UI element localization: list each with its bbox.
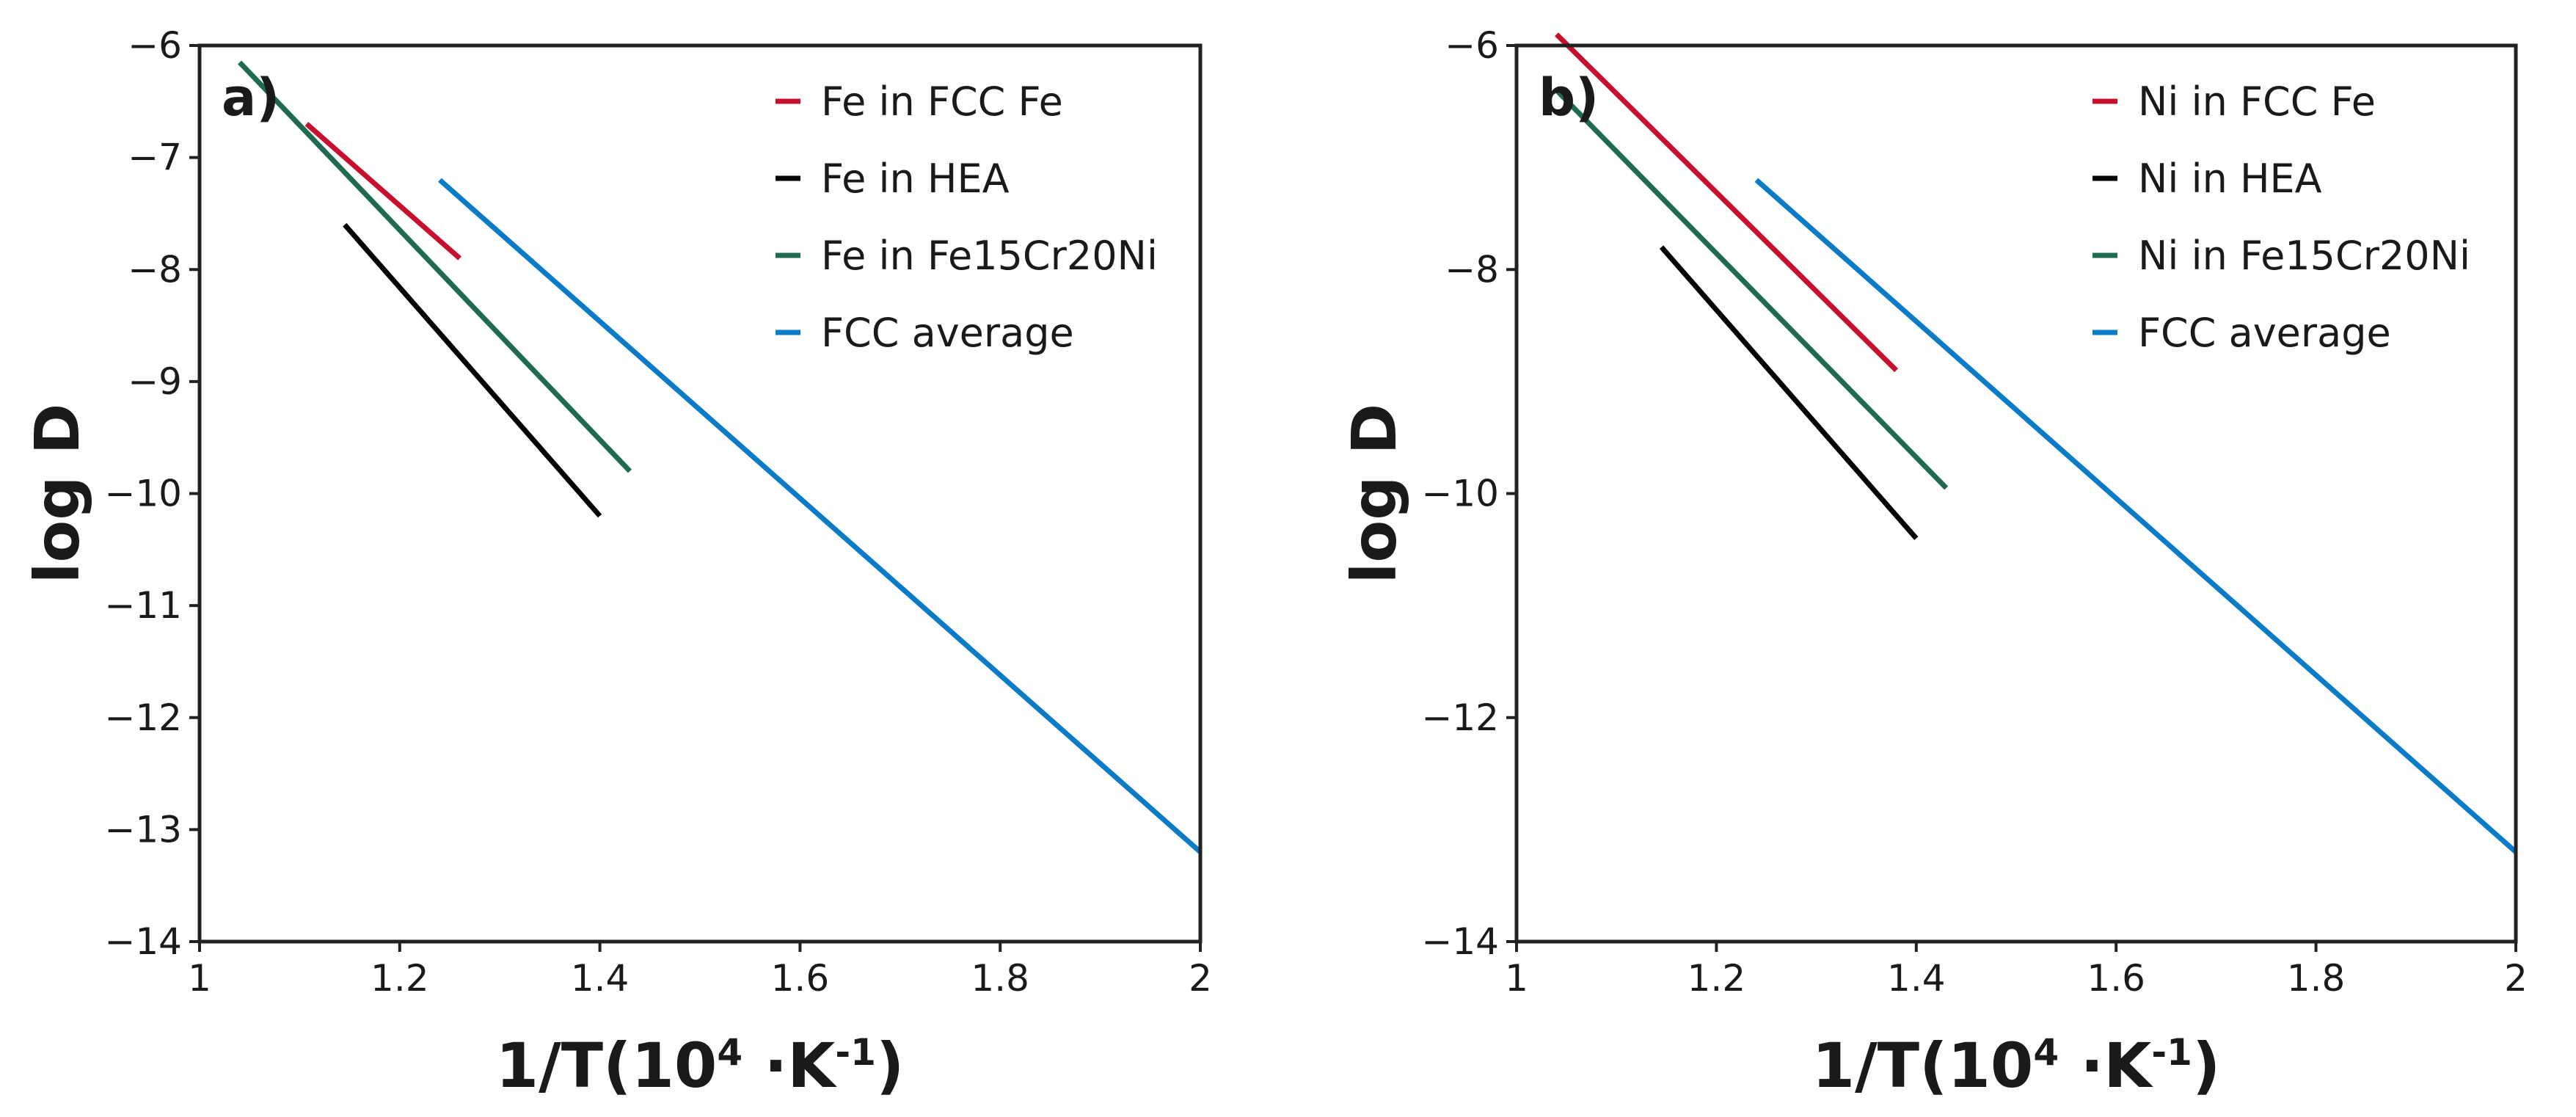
x-tick-label: 1.4: [1887, 957, 1946, 1000]
x-axis-title: 1/T(104 ·K-1): [1812, 1030, 2221, 1102]
y-tick-label: −10: [104, 473, 182, 515]
y-tick-label: −9: [128, 360, 182, 403]
y-axis-title: log D: [21, 404, 93, 584]
series-line: [1555, 32, 1899, 373]
series-line: [304, 122, 461, 261]
x-axis-title: 1/T(104 ·K-1): [496, 1030, 905, 1102]
y-axis-title: log D: [1338, 404, 1410, 584]
legend-label: Ni in FCC Fe: [2138, 79, 2376, 125]
legend-label: Ni in HEA: [2138, 156, 2322, 202]
y-tick-label: −11: [104, 584, 182, 627]
x-tick-label: 1: [188, 957, 211, 1000]
legend-label: Fe in FCC Fe: [821, 79, 1063, 125]
y-tick-label: −10: [1421, 473, 1499, 515]
x-tick-label: 1.8: [2287, 957, 2346, 1000]
x-tick-label: 1.4: [571, 957, 630, 1000]
y-tick-label: −14: [104, 920, 182, 963]
y-tick-label: −6: [1445, 24, 1499, 67]
y-tick-label: −12: [104, 696, 182, 739]
series-line: [1555, 88, 1949, 490]
x-tick-label: 1.6: [771, 957, 830, 1000]
panel-b: 1 1.2 1.4 1.6 1.8 2 −14 −12 −10 −8 −6 b) Ni in FCC…: [1338, 24, 2528, 1102]
y-tick-label: −6: [128, 24, 182, 67]
panel-a: 1 1.2 1.4 1.6 1.8 2 −14 −13 −12 −11 −10 −9 −8 −7 −6 a)…: [21, 24, 1212, 1102]
plot-frame: [1514, 43, 2518, 944]
x-tick-label: 1.2: [1687, 957, 1746, 1000]
series-line: [438, 178, 1203, 854]
panel-label: a): [222, 68, 280, 128]
series-line: [1754, 178, 2518, 854]
legend-label: Fe in Fe15Cr20Ni: [821, 233, 1158, 279]
x-tick-label: 2: [2504, 957, 2528, 1000]
series-line: [238, 60, 632, 473]
y-tick-label: −12: [1421, 696, 1499, 739]
y-tick-label: −8: [1445, 248, 1499, 291]
x-tick-label: 1: [1505, 957, 1528, 1000]
y-tick-label: −13: [104, 808, 182, 851]
series-line: [1659, 245, 1919, 540]
legend-label: FCC average: [821, 310, 1074, 356]
panel-label: b): [1539, 68, 1599, 128]
legend-label: FCC average: [2138, 310, 2391, 356]
x-tick-label: 2: [1189, 957, 1212, 1000]
x-tick-label: 1.8: [971, 957, 1029, 1000]
x-tick-label: 1.2: [371, 957, 429, 1000]
series-line: [343, 222, 602, 518]
y-tick-label: −7: [128, 137, 182, 179]
x-tick-label: 1.6: [2087, 957, 2145, 1000]
y-tick-label: −14: [1421, 920, 1499, 963]
legend-label: Ni in Fe15Cr20Ni: [2138, 233, 2470, 279]
y-tick-label: −8: [128, 248, 182, 291]
legend-label: Fe in HEA: [821, 156, 1010, 202]
